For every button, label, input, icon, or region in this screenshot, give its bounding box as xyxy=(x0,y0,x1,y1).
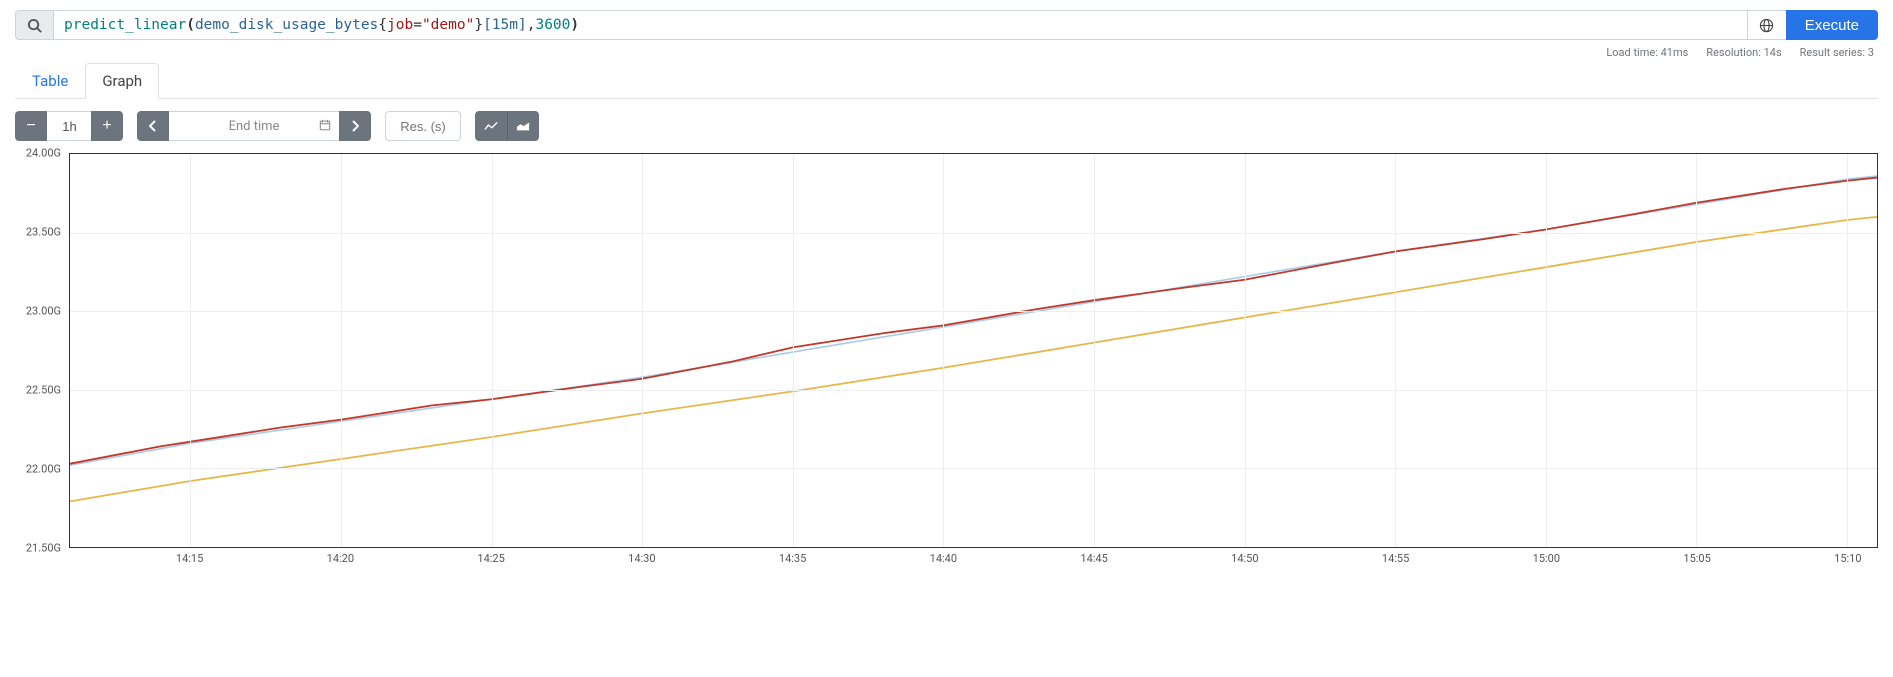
query-token: 3600 xyxy=(535,17,570,33)
y-tick-label: 22.00G xyxy=(26,463,61,476)
x-tick-label: 14:20 xyxy=(327,552,354,565)
y-tick-label: 24.00G xyxy=(26,147,61,160)
execute-button[interactable]: Execute xyxy=(1786,10,1878,40)
chart-mode-toggle xyxy=(475,111,539,141)
end-time-placeholder: End time xyxy=(229,119,280,134)
end-time-input[interactable]: End time xyxy=(169,111,339,141)
grid-line-v xyxy=(1245,154,1246,547)
query-token: , xyxy=(527,17,536,33)
tabs: Table Graph xyxy=(15,63,1878,99)
y-axis: 24.00G23.50G23.00G22.50G22.00G21.50G xyxy=(15,153,67,548)
grid-line-v xyxy=(943,154,944,547)
grid-line-v xyxy=(492,154,493,547)
range-input[interactable] xyxy=(47,111,91,141)
endtime-group: End time xyxy=(137,111,371,141)
x-tick-label: 15:05 xyxy=(1683,552,1710,565)
query-token: predict_linear xyxy=(64,17,186,33)
calendar-icon xyxy=(319,119,331,134)
chart: 24.00G23.50G23.00G22.50G22.00G21.50G 14:… xyxy=(15,153,1878,568)
grid-line-v xyxy=(1696,154,1697,547)
x-tick-label: 14:55 xyxy=(1382,552,1409,565)
search-icon[interactable] xyxy=(15,10,53,40)
grid-line-v xyxy=(793,154,794,547)
grid-line-v xyxy=(642,154,643,547)
plot-area[interactable] xyxy=(69,153,1878,548)
query-token: ) xyxy=(570,17,579,33)
time-next-button[interactable] xyxy=(339,111,371,141)
graph-controls: − + End time xyxy=(15,111,1878,141)
y-tick-label: 23.00G xyxy=(26,305,61,318)
x-axis: 14:15 14:20 14:25 14:30 14:35 14:40 14:45 14:50… xyxy=(69,548,1878,568)
grid-line-v xyxy=(1395,154,1396,547)
x-tick-label: 14:30 xyxy=(628,552,655,565)
resolution-input[interactable] xyxy=(385,111,461,141)
status-row: Load time: 41ms Resolution: 14s Result s… xyxy=(15,46,1878,59)
range-group: − + xyxy=(15,111,123,141)
range-increase-button[interactable]: + xyxy=(91,111,123,141)
line-mode-button[interactable] xyxy=(475,111,507,141)
grid-line-v xyxy=(1094,154,1095,547)
y-tick-label: 22.50G xyxy=(26,384,61,397)
grid-line-v xyxy=(341,154,342,547)
query-token: = xyxy=(413,17,422,33)
query-token: [15m] xyxy=(483,17,527,33)
globe-icon[interactable] xyxy=(1748,10,1786,40)
x-tick-label: 14:35 xyxy=(779,552,806,565)
x-tick-label: 14:15 xyxy=(176,552,203,565)
y-tick-label: 21.50G xyxy=(26,542,61,555)
query-token: } xyxy=(474,17,483,33)
resolution-label: Resolution: 14s xyxy=(1706,46,1781,59)
x-tick-label: 15:10 xyxy=(1834,552,1861,565)
x-tick-label: 14:50 xyxy=(1231,552,1258,565)
time-prev-button[interactable] xyxy=(137,111,169,141)
x-tick-label: 14:45 xyxy=(1080,552,1107,565)
x-tick-label: 14:40 xyxy=(930,552,957,565)
grid-line-v xyxy=(1546,154,1547,547)
query-token: demo_disk_usage_bytes xyxy=(195,17,378,33)
grid-line-v xyxy=(1847,154,1848,547)
query-token: { xyxy=(378,17,387,33)
query-token: ( xyxy=(186,17,195,33)
tab-table[interactable]: Table xyxy=(15,63,85,99)
grid-line-v xyxy=(190,154,191,547)
result-series-label: Result series: 3 xyxy=(1800,46,1874,59)
tab-graph[interactable]: Graph xyxy=(85,63,159,99)
x-tick-label: 14:25 xyxy=(477,552,504,565)
query-input[interactable]: predict_linear(demo_disk_usage_bytes{job… xyxy=(53,10,1748,40)
load-time-label: Load time: 41ms xyxy=(1606,46,1688,59)
query-token: job xyxy=(387,17,413,33)
x-tick-label: 15:00 xyxy=(1533,552,1560,565)
query-bar: predict_linear(demo_disk_usage_bytes{job… xyxy=(15,10,1878,40)
query-token: "demo" xyxy=(422,17,474,33)
y-tick-label: 23.50G xyxy=(26,226,61,239)
stacked-mode-button[interactable] xyxy=(507,111,539,141)
range-decrease-button[interactable]: − xyxy=(15,111,47,141)
